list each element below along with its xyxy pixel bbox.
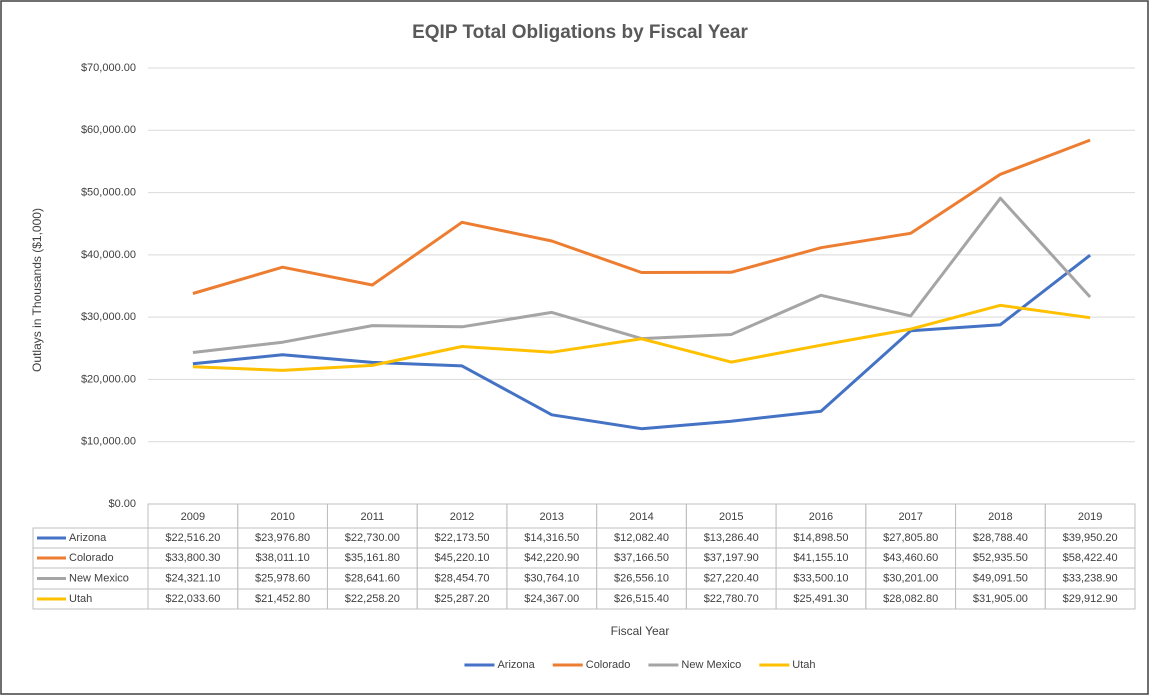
data-label: $22,516.20 [165, 532, 220, 544]
data-label: $43,460.60 [883, 552, 938, 564]
data-label: $38,011.10 [255, 552, 309, 564]
data-label: $22,033.60 [165, 593, 220, 605]
legend-label: New Mexico [681, 659, 741, 671]
table-row-label: Utah [69, 593, 92, 605]
data-label: $24,367.00 [524, 593, 579, 605]
y-tick-label: $60,000.00 [81, 124, 136, 136]
data-label: $22,780.70 [704, 593, 759, 605]
series-line [192, 254, 1092, 431]
legend-label: Colorado [586, 659, 631, 671]
data-label: $31,905.00 [973, 593, 1028, 605]
x-tick-label: 2013 [540, 511, 564, 523]
x-tick-label: 2015 [719, 511, 743, 523]
data-label: $35,161.80 [345, 552, 400, 564]
y-tick-label: $20,000.00 [81, 373, 136, 385]
data-label: $25,287.20 [435, 593, 490, 605]
data-label: $49,091.50 [973, 572, 1028, 584]
x-tick-label: 2010 [270, 511, 294, 523]
data-label: $26,556.10 [614, 572, 669, 584]
chart-title: EQIP Total Obligations by Fiscal Year [412, 22, 748, 43]
y-tick-label: $70,000.00 [81, 62, 136, 74]
data-label: $58,422.40 [1063, 552, 1118, 564]
x-tick-label: 2014 [629, 511, 653, 523]
data-label: $30,764.10 [524, 572, 579, 584]
data-label: $23,976.80 [255, 532, 310, 544]
data-label: $12,082.40 [614, 532, 669, 544]
x-tick-label: 2009 [181, 511, 205, 523]
data-label: $22,258.20 [345, 593, 400, 605]
legend-label: Arizona [497, 659, 535, 671]
data-label: $27,805.80 [883, 532, 938, 544]
table-row-label: New Mexico [69, 572, 129, 584]
x-tick-label: 2017 [898, 511, 922, 523]
y-axis-title: Outlays in Thousands ($1,000) [30, 208, 44, 372]
legend: Arizona Colorado New Mexico Utah [464, 659, 816, 671]
data-label: $37,166.50 [614, 552, 669, 564]
data-label: $33,500.10 [793, 572, 848, 584]
data-label: $37,197.90 [704, 552, 759, 564]
x-tick-label: 2011 [360, 511, 384, 523]
data-label: $14,898.50 [793, 532, 848, 544]
data-label: $52,935.50 [973, 552, 1028, 564]
data-label: $22,730.00 [345, 532, 400, 544]
data-label: $21,452.80 [255, 593, 310, 605]
table-cell [1044, 588, 1136, 610]
data-label: $28,641.60 [345, 572, 400, 584]
x-tick-label: 2019 [1078, 511, 1102, 523]
series-line [192, 138, 1091, 295]
x-tick-label: 2016 [809, 511, 833, 523]
table-row-label: Arizona [69, 532, 107, 544]
legend-label: Utah [792, 659, 815, 671]
y-tick-label: $30,000.00 [81, 311, 136, 323]
data-label: $25,491.30 [793, 593, 848, 605]
data-label: $27,220.40 [704, 572, 759, 584]
data-label: $29,912.90 [1063, 593, 1118, 605]
data-label: $22,173.50 [435, 532, 490, 544]
data-label: $39,950.20 [1063, 532, 1118, 544]
x-tick-label: 2012 [450, 511, 474, 523]
data-label: $14,316.50 [524, 532, 579, 544]
y-tick-label: $50,000.00 [81, 186, 136, 198]
data-label: $24,321.10 [165, 572, 220, 584]
data-label: $42,220.90 [524, 552, 579, 564]
series-line [192, 303, 1091, 372]
y-tick-label: $0.00 [108, 498, 136, 510]
data-label: $33,800.30 [165, 552, 220, 564]
data-label: $28,082.80 [883, 593, 938, 605]
data-label: $25,978.60 [255, 572, 310, 584]
data-label: $45,220.10 [435, 552, 490, 564]
data-label: $30,201.00 [883, 572, 938, 584]
x-tick-label: 2018 [988, 511, 1012, 523]
data-label: $41,155.10 [793, 552, 848, 564]
data-label: $26,515.40 [614, 593, 669, 605]
data-label: $13,286.40 [704, 532, 759, 544]
data-label: $28,454.70 [435, 572, 490, 584]
x-axis-title: Fiscal Year [611, 624, 670, 638]
data-label: $28,788.40 [973, 532, 1028, 544]
y-tick-label: $40,000.00 [81, 249, 136, 261]
data-label: $33,238.90 [1063, 572, 1118, 584]
y-tick-label: $10,000.00 [81, 436, 136, 448]
table-row-label: Colorado [69, 552, 114, 564]
